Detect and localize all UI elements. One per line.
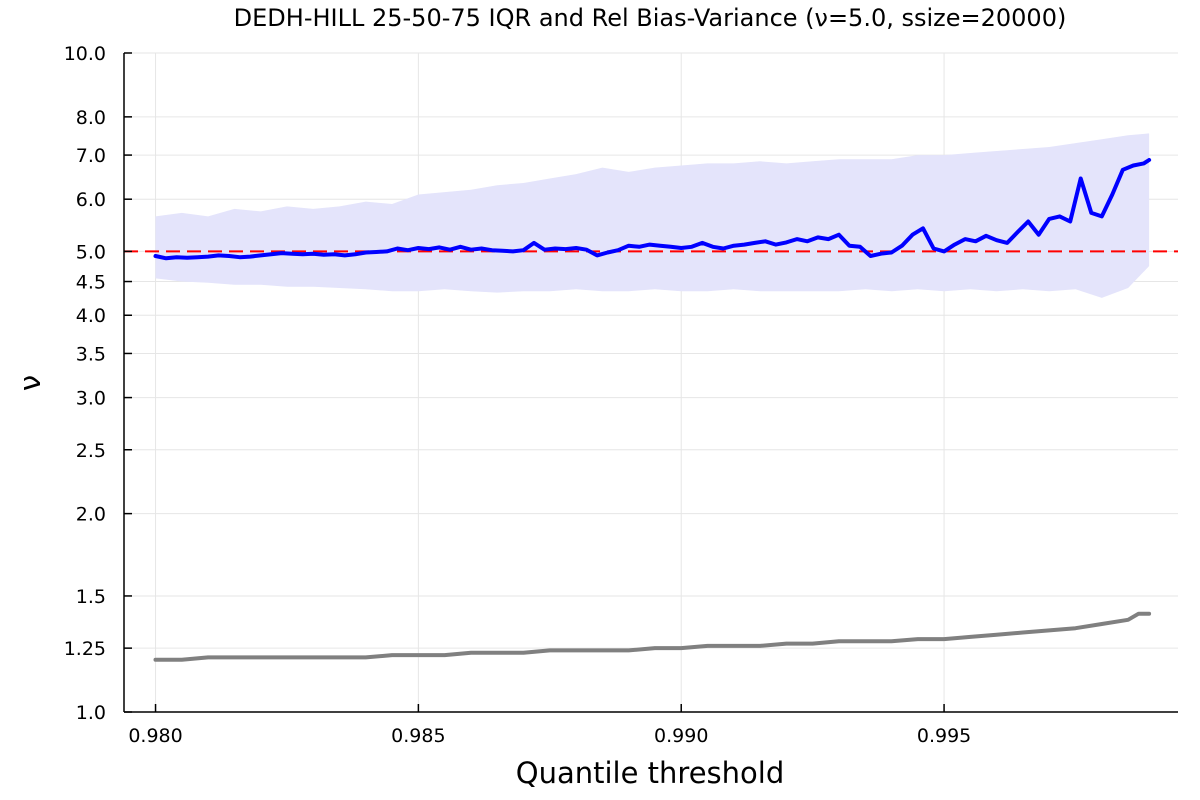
- y-tick-label: 7.0: [76, 145, 106, 167]
- y-axis-title: ν: [13, 375, 47, 391]
- y-tick-label: 3.0: [76, 388, 106, 410]
- x-tick-label: 0.980: [128, 725, 182, 747]
- y-tick-label: 2.0: [76, 504, 106, 526]
- iqr-band-layer: [155, 133, 1150, 298]
- x-tick-label: 0.990: [654, 725, 708, 747]
- series-layer: [153, 158, 1152, 662]
- series-line-2: [153, 611, 1152, 662]
- chart-title: DEDH-HILL 25-50-75 IQR and Rel Bias-Vari…: [234, 4, 1067, 32]
- iqr-band: [155, 133, 1150, 298]
- y-tick-label: 4.0: [76, 305, 106, 327]
- tick-layer: 0.980 0.985 0.990 0.995 1.0 1.25 1.5 2.0 2.5 3.0 3…: [64, 43, 972, 747]
- series-line-1: [153, 158, 1152, 261]
- x-axis-title: Quantile threshold: [516, 756, 784, 790]
- y-tick-label: 1.25: [64, 638, 106, 660]
- y-tick-label: 4.5: [76, 272, 106, 294]
- x-tick-label: 0.985: [391, 725, 445, 747]
- y-tick-label: 8.0: [76, 107, 106, 129]
- y-tick-label: 5.0: [76, 241, 106, 263]
- y-tick-label: 3.5: [76, 343, 106, 365]
- y-tick-label: 1.0: [76, 702, 106, 724]
- y-tick-label: 2.5: [76, 440, 106, 462]
- axes: [123, 53, 1178, 713]
- y-tick-label: 10.0: [64, 43, 106, 65]
- y-tick-label: 1.5: [76, 586, 106, 608]
- x-tick-label: 0.995: [917, 725, 971, 747]
- y-tick-label: 6.0: [76, 189, 106, 211]
